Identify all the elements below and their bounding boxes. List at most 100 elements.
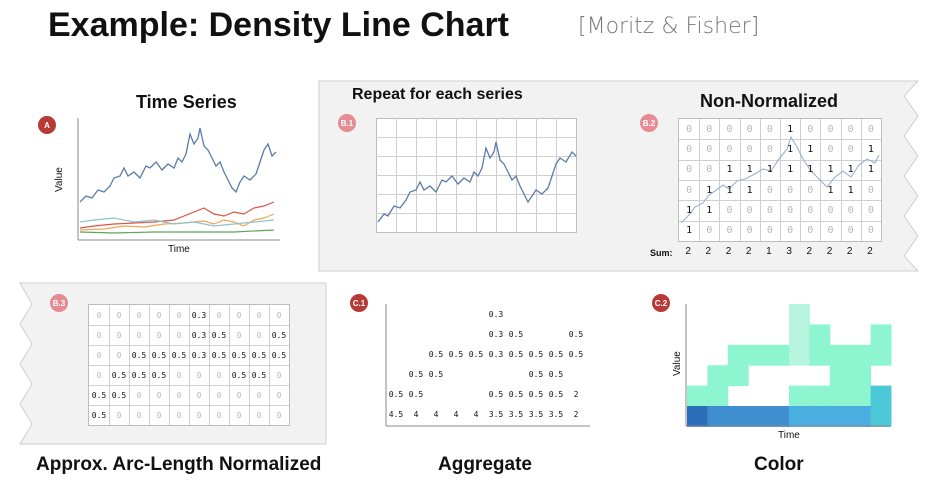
grid-cell: 0 [686, 184, 693, 196]
panel-b1-title: Repeat for each series [352, 86, 523, 103]
grid-cell: 1 [686, 204, 693, 216]
grid-cell: 0 [156, 410, 162, 420]
heatmap-cell [789, 324, 810, 346]
grid-cell: 0 [726, 143, 733, 155]
grid-cell: 0 [827, 225, 834, 237]
grid-cell: 0.5 [91, 410, 107, 420]
grid-cell: 0 [116, 310, 122, 320]
panel-b2-grid: 0 0 0 0 0 1 0 0 0 0 0 0 0 0 0 1 1 0 0 1 0 0 1 1 1 1 1 1 1 1 0 1 1 1 0 0 0 1 1 0… [678, 118, 882, 242]
aggregate-value: 0.5 [508, 349, 524, 359]
heatmap-cell [707, 385, 729, 407]
aggregate-value: 4 [433, 409, 439, 419]
badge-b1: B.1 [338, 114, 356, 132]
grid-cell: 0 [116, 350, 122, 360]
grid-cell: 0 [136, 330, 142, 340]
grid-cell: 0 [116, 410, 122, 420]
grid-cell: 0 [276, 370, 282, 380]
panel-c2-xlabel: Time [778, 430, 800, 441]
heatmap-cell [768, 406, 790, 427]
aggregate-value: 3.5 [488, 409, 504, 419]
panel-a-chart [77, 118, 280, 241]
panel-a-xlabel: Time [168, 244, 190, 255]
series-orange [79, 213, 275, 231]
grid-cell: 0.5 [91, 390, 107, 400]
aggregate-value: 4 [413, 409, 419, 419]
sum-value: 2 [685, 246, 691, 257]
aggregate-value: 0.5 [568, 329, 584, 339]
aggregate-value: 2 [573, 389, 579, 399]
grid-cell: 0 [847, 123, 854, 135]
aggregate-value: 4.5 [388, 409, 404, 419]
aggregate-value: 0.5 [528, 369, 544, 379]
panel-b1-chart [376, 118, 577, 233]
grid-cell: 0 [216, 390, 222, 400]
sum-value: 2 [826, 246, 833, 257]
page-title: Example: Density Line Chart [48, 6, 510, 44]
grid-cell: 0 [136, 410, 142, 420]
aggregate-value: 4 [473, 409, 479, 419]
heatmap-cell [789, 385, 810, 407]
grid-cell: 0 [276, 410, 282, 420]
aggregate-value: 0.5 [528, 389, 544, 399]
grid-cell: 0 [236, 310, 242, 320]
aggregate-value: 0.5 [428, 369, 444, 379]
grid-cell: 0 [96, 330, 102, 340]
heatmap-cell [707, 406, 729, 427]
grid-cell: 0 [766, 123, 773, 135]
grid-cell: 0 [236, 390, 242, 400]
grid-cell: 0 [236, 410, 242, 420]
grid-cell: 0 [686, 123, 693, 135]
heatmap-cell [687, 406, 708, 427]
panel-a-title: Time Series [136, 92, 237, 112]
aggregate-value: 0.3 [488, 309, 504, 319]
heatmap-cell [748, 344, 770, 366]
grid-cell: 0.3 [191, 330, 207, 340]
grid-cell: 0 [827, 143, 834, 155]
grid-cell: 0 [746, 204, 753, 216]
panel-b2-title: Non-Normalized [700, 91, 839, 111]
heatmap-cell [870, 385, 892, 407]
heatmap-cell [829, 385, 851, 407]
grid-cell: 0 [827, 123, 834, 135]
grid-cell: 0.5 [271, 350, 287, 360]
grid-cell: 0 [827, 204, 834, 216]
aggregate-value: 0.5 [408, 389, 424, 399]
grid-cell: 0 [807, 184, 814, 196]
grid-cell: 0 [807, 225, 814, 237]
grid-cell: 0 [867, 184, 874, 196]
grid-cell: 1 [726, 184, 733, 196]
series-green [79, 229, 275, 234]
grid-cell: 0 [787, 204, 794, 216]
grid-cell: 0 [176, 390, 182, 400]
grid-cell: 0.5 [111, 370, 127, 380]
heatmap-cell [829, 365, 851, 387]
grid-cell: 0.5 [251, 370, 267, 380]
badge-b2: B.2 [640, 114, 658, 132]
grid-cell: 0 [726, 123, 733, 135]
aggregate-value: 0.5 [408, 369, 424, 379]
grid-cell: 0 [787, 184, 794, 196]
aggregate-value: 0.5 [508, 329, 524, 339]
aggregate-value: 0.5 [548, 389, 564, 399]
grid-cell: 0.3 [191, 310, 207, 320]
aggregate-value: 0.3 [488, 329, 504, 339]
heatmap-cell [727, 406, 749, 427]
grid-cell: 0 [256, 410, 262, 420]
aggregate-value: 0.5 [488, 389, 504, 399]
sum-value: 2 [846, 246, 853, 257]
aggregate-value: 3.5 [508, 409, 524, 419]
grid-cell: 0.5 [251, 350, 267, 360]
grid-cell: 1 [706, 184, 713, 196]
aggregate-value: 0.3 [488, 349, 504, 359]
grid-cell: 1 [847, 184, 854, 196]
grid-cell: 0.5 [231, 350, 247, 360]
aggregate-value: 0.5 [548, 369, 564, 379]
grid-cell: 0 [156, 390, 162, 400]
badge-b3: B.3 [50, 294, 68, 312]
heatmap-cell [727, 344, 749, 366]
grid-cell: 1 [726, 164, 733, 176]
caption-c2: Color [754, 454, 804, 475]
aggregate-value: 3.5 [548, 409, 564, 419]
grid-cell: 0 [686, 164, 693, 176]
grid-cell: 0 [196, 370, 202, 380]
